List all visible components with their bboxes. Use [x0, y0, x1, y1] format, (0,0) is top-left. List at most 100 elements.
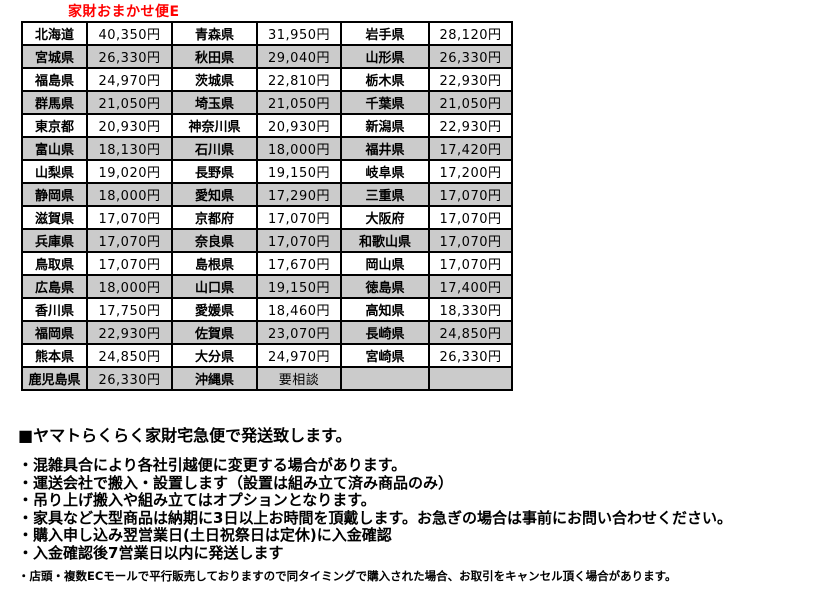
- notes-section: ■ヤマトらくらく家財宅急便で発送致します。 ・混雑具合により各社引越便に変更する…: [18, 422, 818, 584]
- prefecture-cell: 愛媛県: [171, 297, 258, 322]
- prefecture-cell: 兵庫県: [21, 228, 88, 253]
- price-cell: 21,050円: [86, 90, 173, 115]
- price-cell: 17,070円: [86, 251, 173, 276]
- page-title: 家財おまかせ便E: [68, 4, 180, 20]
- price-cell: 24,850円: [86, 343, 173, 368]
- price-cell: 24,850円: [428, 320, 513, 345]
- table-row: 鹿児島県 26,330円 沖縄県 要相談: [21, 366, 513, 391]
- prefecture-cell: 大分県: [171, 343, 258, 368]
- prefecture-cell: 富山県: [21, 136, 88, 161]
- prefecture-cell: 山梨県: [21, 159, 88, 184]
- prefecture-cell: 秋田県: [171, 44, 258, 69]
- price-cell: 17,070円: [428, 251, 513, 276]
- price-cell: 26,330円: [428, 44, 513, 69]
- price-cell: 29,040円: [256, 44, 342, 69]
- price-cell: 17,070円: [86, 228, 173, 253]
- price-cell: 17,420円: [428, 136, 513, 161]
- prefecture-cell: 福島県: [21, 67, 88, 92]
- table-row: 静岡県 18,000円 愛知県 17,290円 三重県 17,070円: [21, 182, 513, 207]
- prefecture-cell: 熊本県: [21, 343, 88, 368]
- prefecture-cell: 愛知県: [171, 182, 258, 207]
- price-cell: 18,000円: [86, 182, 173, 207]
- price-cell: 22,930円: [428, 67, 513, 92]
- note-bullet: ・入金確認後7営業日以内に発送します: [18, 543, 284, 562]
- prefecture-cell: 長野県: [171, 159, 258, 184]
- table-row: 熊本県 24,850円 大分県 24,970円 宮崎県 26,330円: [21, 343, 513, 368]
- price-cell: 17,070円: [86, 205, 173, 230]
- prefecture-cell: 長崎県: [340, 320, 430, 345]
- table-row: 鳥取県 17,070円 島根県 17,670円 岡山県 17,070円: [21, 251, 513, 276]
- table-row: 富山県 18,130円 石川県 18,000円 福井県 17,420円: [21, 136, 513, 161]
- prefecture-cell: 栃木県: [340, 67, 430, 92]
- table-row: 北海道 40,350円 青森県 31,950円 岩手県 28,120円: [21, 21, 513, 46]
- table-row: 福岡県 22,930円 佐賀県 23,070円 長崎県 24,850円: [21, 320, 513, 345]
- price-cell: 26,330円: [86, 44, 173, 69]
- prefecture-cell: 群馬県: [21, 90, 88, 115]
- price-cell: 21,050円: [256, 90, 342, 115]
- prefecture-cell: 宮城県: [21, 44, 88, 69]
- price-cell: 26,330円: [428, 343, 513, 368]
- prefecture-cell: 茨城県: [171, 67, 258, 92]
- prefecture-cell: 新潟県: [340, 113, 430, 138]
- prefecture-cell: 徳島県: [340, 274, 430, 299]
- price-cell: 22,930円: [86, 320, 173, 345]
- price-cell: 28,120円: [428, 21, 513, 46]
- notes-fine-print: ・店頭・複数ECモールで平行販売しておりますので同タイミングで購入された場合、お…: [18, 569, 677, 583]
- prefecture-cell: 埼玉県: [171, 90, 258, 115]
- price-cell: 18,130円: [86, 136, 173, 161]
- price-cell: 18,000円: [86, 274, 173, 299]
- prefecture-cell: [340, 366, 430, 391]
- price-cell: 20,930円: [256, 113, 342, 138]
- prefecture-cell: 岐阜県: [340, 159, 430, 184]
- price-cell: 要相談: [256, 366, 342, 391]
- table-row: 兵庫県 17,070円 奈良県 17,070円 和歌山県 17,070円: [21, 228, 513, 253]
- price-cell: 21,050円: [428, 90, 513, 115]
- price-cell: 17,400円: [428, 274, 513, 299]
- prefecture-cell: 福岡県: [21, 320, 88, 345]
- price-cell: 17,070円: [256, 228, 342, 253]
- price-cell: 18,330円: [428, 297, 513, 322]
- prefecture-cell: 神奈川県: [171, 113, 258, 138]
- price-cell: 23,070円: [256, 320, 342, 345]
- note-bullet: ・運送会社で搬入・設置します（設置は組み立て済み商品のみ）: [18, 473, 454, 492]
- notes-list: ・混雑具合により各社引越便に変更する場合があります。 ・運送会社で搬入・設置します…: [18, 456, 818, 562]
- price-cell: 17,750円: [86, 297, 173, 322]
- price-cell: 31,950円: [256, 21, 342, 46]
- prefecture-cell: 岡山県: [340, 251, 430, 276]
- prefecture-cell: 福井県: [340, 136, 430, 161]
- prefecture-cell: 島根県: [171, 251, 258, 276]
- shipping-fee-table: 北海道 40,350円 青森県 31,950円 岩手県 28,120円 宮城県 26,330円…: [21, 21, 513, 391]
- prefecture-cell: 鳥取県: [21, 251, 88, 276]
- prefecture-cell: 東京都: [21, 113, 88, 138]
- prefecture-cell: 山形県: [340, 44, 430, 69]
- prefecture-cell: 香川県: [21, 297, 88, 322]
- table-row: 群馬県 21,050円 埼玉県 21,050円 千葉県 21,050円: [21, 90, 513, 115]
- prefecture-cell: 鹿児島県: [21, 366, 88, 391]
- prefecture-cell: 滋賀県: [21, 205, 88, 230]
- price-cell: 20,930円: [86, 113, 173, 138]
- price-cell: 17,070円: [428, 228, 513, 253]
- table-row: 香川県 17,750円 愛媛県 18,460円 高知県 18,330円: [21, 297, 513, 322]
- price-cell: 17,670円: [256, 251, 342, 276]
- price-cell: 19,020円: [86, 159, 173, 184]
- table-row: 滋賀県 17,070円 京都府 17,070円 大阪府 17,070円: [21, 205, 513, 230]
- price-cell: 19,150円: [256, 159, 342, 184]
- prefecture-cell: 京都府: [171, 205, 258, 230]
- note-bullet: ・家具など大型商品は納期に3日以上お時間を頂戴します。お急ぎの場合は事前にお問い…: [18, 508, 732, 527]
- prefecture-cell: 奈良県: [171, 228, 258, 253]
- price-cell: 19,150円: [256, 274, 342, 299]
- prefecture-cell: 岩手県: [340, 21, 430, 46]
- shipping-fee-table-body: 北海道 40,350円 青森県 31,950円 岩手県 28,120円 宮城県 26,330円…: [21, 21, 513, 391]
- prefecture-cell: 高知県: [340, 297, 430, 322]
- table-row: 福島県 24,970円 茨城県 22,810円 栃木県 22,930円: [21, 67, 513, 92]
- price-cell: 17,290円: [256, 182, 342, 207]
- price-cell: 17,070円: [428, 182, 513, 207]
- price-cell: 24,970円: [86, 67, 173, 92]
- note-bullet: ・吊り上げ搬入や組み立てはオプションとなります。: [18, 491, 376, 509]
- prefecture-cell: 沖縄県: [171, 366, 258, 391]
- prefecture-cell: 千葉県: [340, 90, 430, 115]
- note-bullet: ・混雑具合により各社引越便に変更する場合があります。: [18, 456, 407, 474]
- table-row: 宮城県 26,330円 秋田県 29,040円 山形県 26,330円: [21, 44, 513, 69]
- note-bullet: ・購入申し込み翌営業日(土日祝祭日は定休)に入金確認: [18, 526, 392, 544]
